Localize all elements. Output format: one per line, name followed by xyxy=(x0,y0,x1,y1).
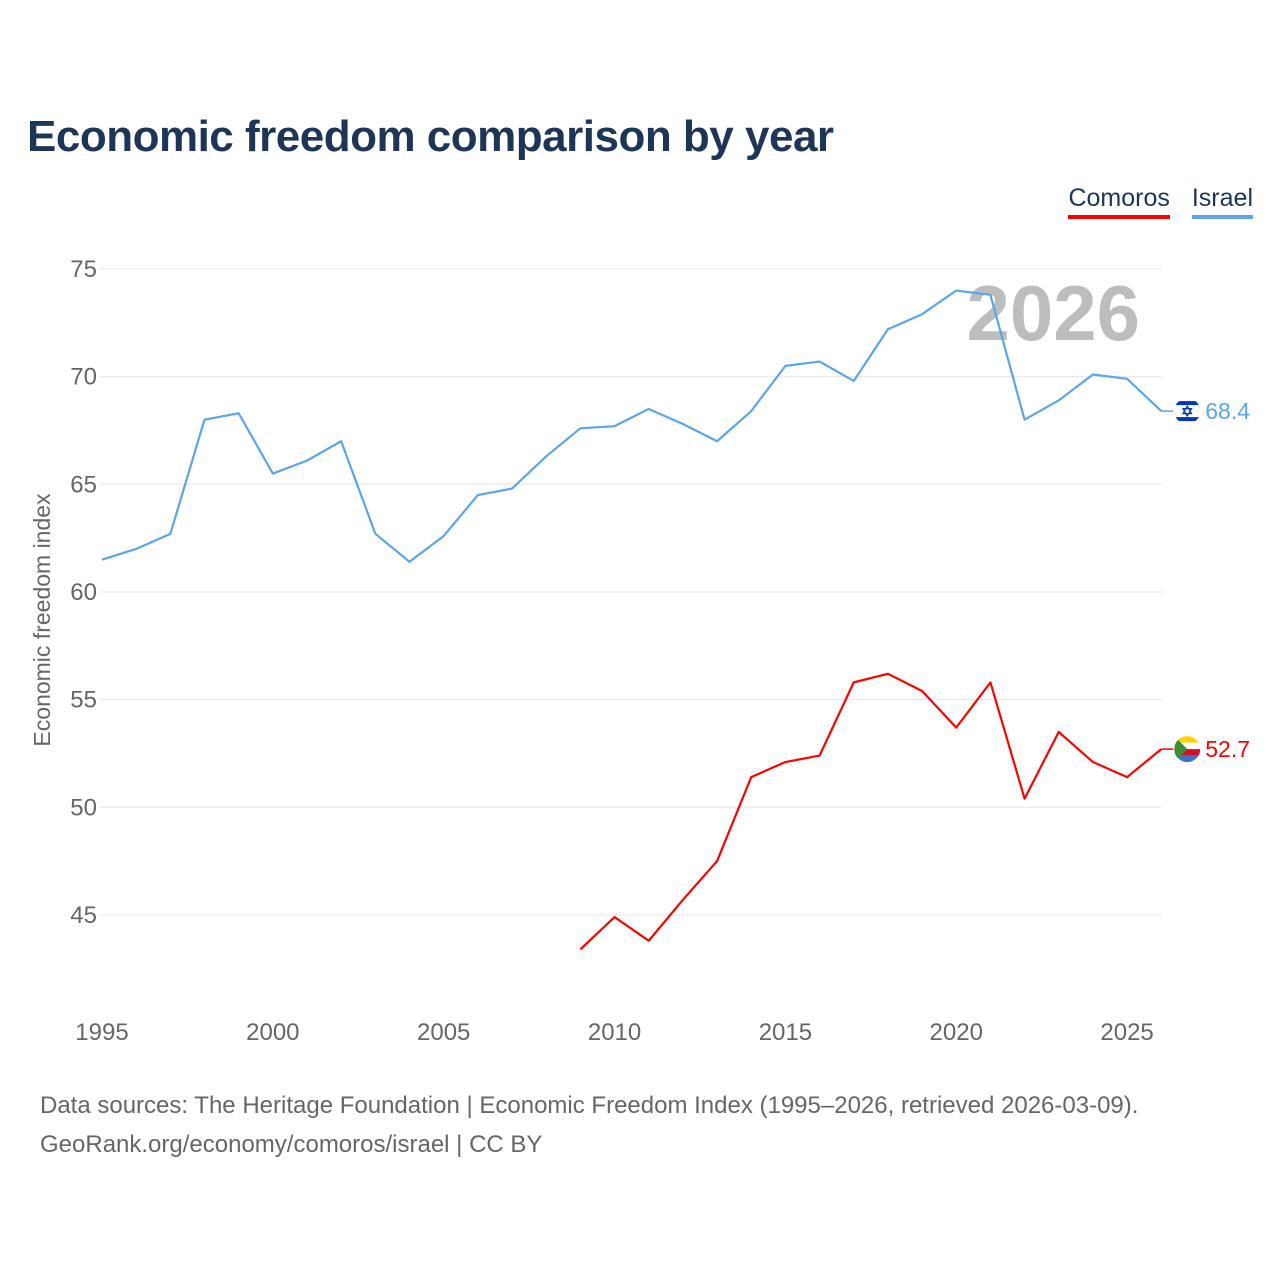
data-point xyxy=(646,938,652,944)
data-point xyxy=(885,671,891,677)
data-point xyxy=(441,533,447,539)
star xyxy=(1181,404,1193,415)
flag xyxy=(1174,398,1201,425)
data-point xyxy=(338,438,344,444)
data-point xyxy=(851,679,857,685)
comoros-flag-icon xyxy=(1174,736,1201,763)
data-point xyxy=(270,471,276,477)
data-point xyxy=(1056,397,1062,403)
flag-stripe xyxy=(1174,742,1201,750)
y-tick-label: 55 xyxy=(70,687,97,714)
data-point xyxy=(646,406,652,412)
y-tick-label: 75 xyxy=(70,256,97,283)
end-value-label: 52.7 xyxy=(1205,736,1250,762)
data-point xyxy=(748,774,754,780)
data-point xyxy=(817,753,823,759)
x-tick-label: 1995 xyxy=(75,1019,128,1046)
data-point xyxy=(680,897,686,903)
flag-stripe xyxy=(1174,401,1201,406)
flag-triangle xyxy=(1174,736,1188,763)
series-line-israel xyxy=(101,289,1163,563)
flag-stripe xyxy=(1174,417,1201,422)
data-point xyxy=(987,679,993,685)
data-point xyxy=(782,363,788,369)
data-point xyxy=(953,725,959,731)
legend: Comoros Israel xyxy=(1068,184,1253,219)
data-point xyxy=(748,408,754,414)
data-point xyxy=(919,311,925,317)
flag-stripe xyxy=(1174,736,1201,743)
data-point xyxy=(817,359,823,365)
data-point xyxy=(133,546,139,552)
flag-stripe xyxy=(1174,755,1201,763)
x-tick-label: 2025 xyxy=(1100,1019,1153,1046)
star xyxy=(1181,407,1193,418)
data-point xyxy=(612,914,618,920)
legend-item-comoros[interactable]: Comoros xyxy=(1068,184,1170,219)
data-point xyxy=(372,531,378,537)
flag xyxy=(1174,736,1201,763)
data-point xyxy=(1022,796,1028,802)
data-point xyxy=(99,557,105,563)
data-point xyxy=(202,417,208,423)
data-point xyxy=(714,438,720,444)
legend-item-israel[interactable]: Israel xyxy=(1191,184,1253,219)
data-point xyxy=(167,531,173,537)
x-tick-label: 2005 xyxy=(417,1019,470,1046)
footer: Data sources: The Heritage Foundation | … xyxy=(40,1086,1138,1164)
data-point xyxy=(475,492,481,498)
x-tick-label: 2020 xyxy=(930,1019,983,1046)
chart-title: Economic freedom comparison by year xyxy=(27,112,834,161)
x-tick-label: 2000 xyxy=(246,1019,299,1046)
data-point xyxy=(577,946,583,952)
data-point xyxy=(577,425,583,431)
series-line-comoros xyxy=(579,672,1162,951)
israel-flag-icon xyxy=(1174,398,1201,425)
y-tick-label: 65 xyxy=(70,471,97,498)
data-point xyxy=(782,759,788,765)
data-point xyxy=(304,458,310,464)
data-point xyxy=(1124,774,1130,780)
y-tick-label: 50 xyxy=(70,794,97,821)
data-point xyxy=(543,453,549,459)
end-value-label: 68.4 xyxy=(1205,398,1250,424)
data-point xyxy=(509,486,515,492)
data-point xyxy=(680,421,686,427)
data-source: Data sources: The Heritage Foundation | … xyxy=(40,1092,1139,1119)
flag-stripe xyxy=(1174,749,1201,756)
data-point xyxy=(1124,376,1130,382)
data-point xyxy=(612,423,618,429)
y-tick-label: 70 xyxy=(70,364,97,391)
source-link[interactable]: GeoRank.org/economy/comoros/israel | CC … xyxy=(40,1131,543,1158)
data-point xyxy=(1056,729,1062,735)
data-point xyxy=(236,410,242,416)
data-point xyxy=(407,559,413,565)
data-point xyxy=(1022,417,1028,423)
x-tick-label: 2010 xyxy=(588,1019,641,1046)
data-point xyxy=(953,288,959,294)
y-axis-label: Economic freedom index xyxy=(29,493,55,747)
x-tick-label: 2015 xyxy=(759,1019,812,1046)
year-watermark: 2026 xyxy=(966,269,1140,357)
data-point xyxy=(851,378,857,384)
data-point xyxy=(987,292,993,298)
y-tick-label: 60 xyxy=(70,579,97,606)
data-point xyxy=(885,326,891,332)
data-point xyxy=(1090,371,1096,377)
y-tick-label: 45 xyxy=(70,902,97,929)
data-point xyxy=(919,688,925,694)
data-point xyxy=(1090,759,1096,765)
data-point xyxy=(714,858,720,864)
